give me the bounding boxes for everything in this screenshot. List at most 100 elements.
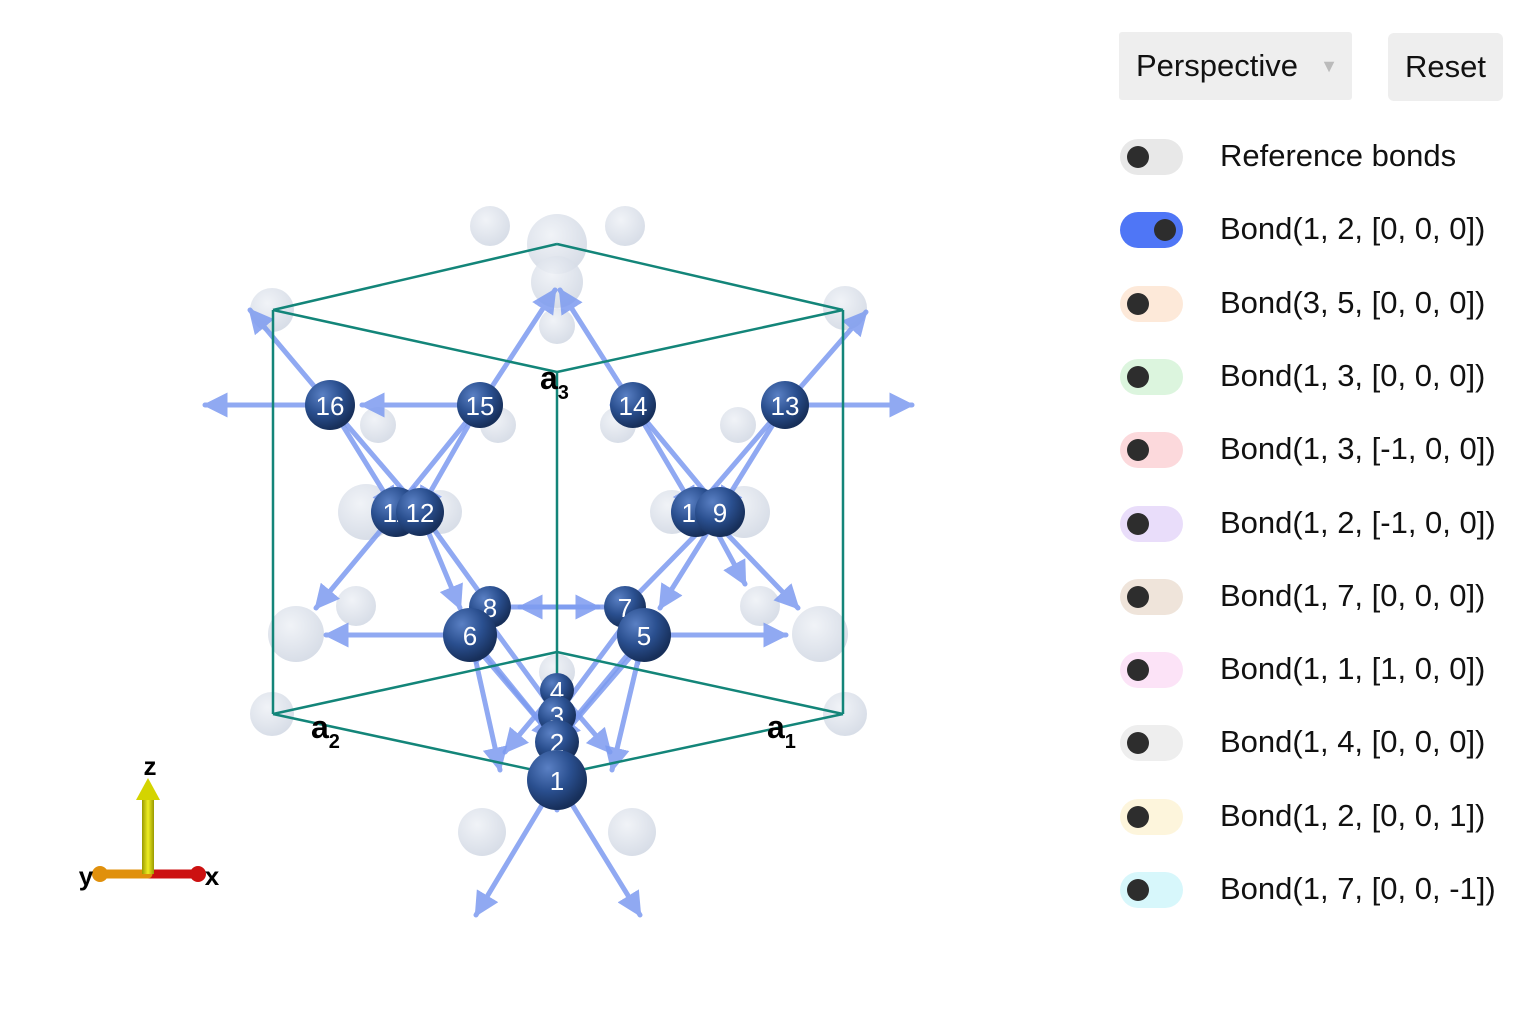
toggle-label: Reference bonds [1220, 138, 1457, 173]
toggle-label: Bond(1, 7, [0, 0, -1]) [1220, 871, 1496, 906]
axes-triad: x y z [79, 751, 220, 891]
atom-sphere [761, 381, 809, 429]
atom[interactable]: 5 [617, 608, 671, 662]
atom[interactable]: 6 [443, 608, 497, 662]
bond-toggle-row[interactable]: Bond(3, 5, [0, 0, 0]) [1119, 283, 1519, 327]
toggle-knob [1127, 879, 1149, 901]
atom-label: 6 [463, 621, 477, 651]
toggle-label: Bond(1, 3, [0, 0, 0]) [1220, 357, 1486, 393]
toggle-label: Bond(1, 2, [0, 0, 1]) [1220, 797, 1486, 833]
atom-label: 16 [316, 391, 345, 421]
bond-toggle-row[interactable]: Bond(1, 7, [0, 0, -1]) [1119, 869, 1519, 913]
unit-cell-edge [272, 308, 558, 374]
toggle-knob [1127, 732, 1149, 755]
lattice-letter: a [540, 360, 558, 396]
projection-dropdown[interactable]: Perspective ▼ [1119, 32, 1352, 100]
toggle-switch[interactable] [1120, 872, 1183, 908]
toggle-switch[interactable] [1120, 212, 1183, 249]
toggle-knob [1127, 805, 1149, 828]
unit-cell-edge [556, 242, 844, 312]
unit-cell-edge [556, 712, 844, 777]
z-axis-shaft [142, 798, 154, 874]
bond-toggle-row[interactable]: Bond(1, 4, [0, 0, 0]) [1119, 722, 1519, 766]
toggle-label: Bond(1, 4, [0, 0, 0]) [1220, 724, 1486, 760]
reset-button[interactable]: Reset [1388, 33, 1503, 101]
toggle-knob [1127, 365, 1149, 388]
ghost-atom [539, 308, 575, 344]
lattice-subscript: 1 [785, 731, 796, 753]
toggle-label: Bond(1, 1, [1, 0, 0]) [1220, 651, 1486, 687]
toggle-label: Bond(1, 7, [0, 0, 0]) [1220, 577, 1486, 613]
atom[interactable]: 13 [761, 381, 809, 429]
toggle-switch[interactable] [1120, 285, 1183, 322]
toggle-knob [1127, 585, 1149, 608]
lattice-subscript: 3 [558, 382, 569, 404]
bond-toggle-row[interactable]: Reference bonds [1119, 136, 1519, 180]
bond-toggle-row[interactable]: Bond(1, 2, [-1, 0, 0]) [1119, 503, 1519, 547]
unit-cell-edge [272, 650, 558, 716]
toggle-switch[interactable] [1120, 652, 1183, 689]
toggle-switch[interactable] [1120, 139, 1183, 175]
z-axis-arrowhead [136, 778, 160, 800]
bond-toggle-row[interactable]: Bond(1, 3, [0, 0, 0]) [1119, 356, 1519, 400]
atom-sphere [443, 608, 497, 662]
lattice-letter: a [767, 709, 785, 745]
atom-label: 14 [619, 391, 648, 421]
bond-toggle-row[interactable]: Bond(1, 3, [-1, 0, 0]) [1119, 429, 1519, 473]
atom-sphere [527, 750, 587, 810]
atom[interactable]: 9 [695, 487, 745, 537]
bond-toggle-row[interactable]: Bond(1, 7, [0, 0, 0]) [1119, 576, 1519, 620]
y-axis-tip [92, 866, 108, 882]
toggle-knob [1127, 439, 1149, 462]
bond-toggle-row[interactable]: Bond(1, 1, [1, 0, 0]) [1119, 649, 1519, 693]
ghost-atom [336, 586, 376, 626]
atom-label: 5 [637, 621, 651, 651]
atom-label: 15 [466, 391, 495, 421]
ghost-atom [470, 206, 510, 246]
atom[interactable]: 15 [457, 382, 503, 428]
atom-sphere [457, 382, 503, 428]
bond-toggle-row[interactable]: Bond(1, 2, [0, 0, 0]) [1119, 209, 1519, 253]
atom[interactable]: 16 [305, 380, 355, 430]
atom[interactable]: 14 [610, 382, 656, 428]
ghost-atom [605, 206, 645, 246]
toggle-knob [1127, 292, 1149, 315]
lattice-subscript: 2 [329, 731, 340, 753]
unit-cell-edge [272, 242, 558, 312]
toggle-switch[interactable] [1120, 432, 1183, 469]
toggle-knob [1127, 146, 1149, 168]
ghost-atom [608, 808, 656, 856]
unit-cell-edge [556, 650, 844, 716]
x-axis-label: x [205, 861, 220, 891]
atom-label: 1 [550, 766, 564, 796]
ghost-atom [720, 407, 756, 443]
projection-selected: Perspective [1136, 48, 1298, 83]
atom-sphere [617, 608, 671, 662]
lattice-vector-label: a3 [540, 360, 569, 404]
toggle-label: Bond(1, 3, [-1, 0, 0]) [1220, 431, 1496, 467]
toggle-knob [1154, 219, 1176, 242]
toggle-label: Bond(1, 2, [0, 0, 0]) [1220, 211, 1486, 247]
ghost-atom [740, 586, 780, 626]
atom-label: 13 [771, 391, 800, 421]
ghost-atom [531, 256, 583, 308]
ghost-atom [268, 606, 324, 662]
toggle-switch[interactable] [1120, 358, 1183, 395]
ghost-atom [458, 808, 506, 856]
atom-sphere [305, 380, 355, 430]
atom[interactable]: 1 [527, 750, 587, 810]
atom[interactable]: 12 [396, 488, 444, 536]
toggle-switch[interactable] [1120, 578, 1183, 615]
toggle-knob [1127, 659, 1149, 682]
toggle-switch[interactable] [1120, 798, 1183, 835]
toggle-knob [1127, 512, 1149, 535]
toggle-switch[interactable] [1120, 505, 1183, 542]
toggle-switch[interactable] [1120, 725, 1183, 762]
unit-cell-edge [272, 712, 558, 777]
atom-sphere [396, 488, 444, 536]
lattice-vector-label: a1 [767, 709, 796, 753]
bond-toggle-row[interactable]: Bond(1, 2, [0, 0, 1]) [1119, 796, 1519, 840]
lattice-vector-label: a2 [311, 709, 340, 753]
